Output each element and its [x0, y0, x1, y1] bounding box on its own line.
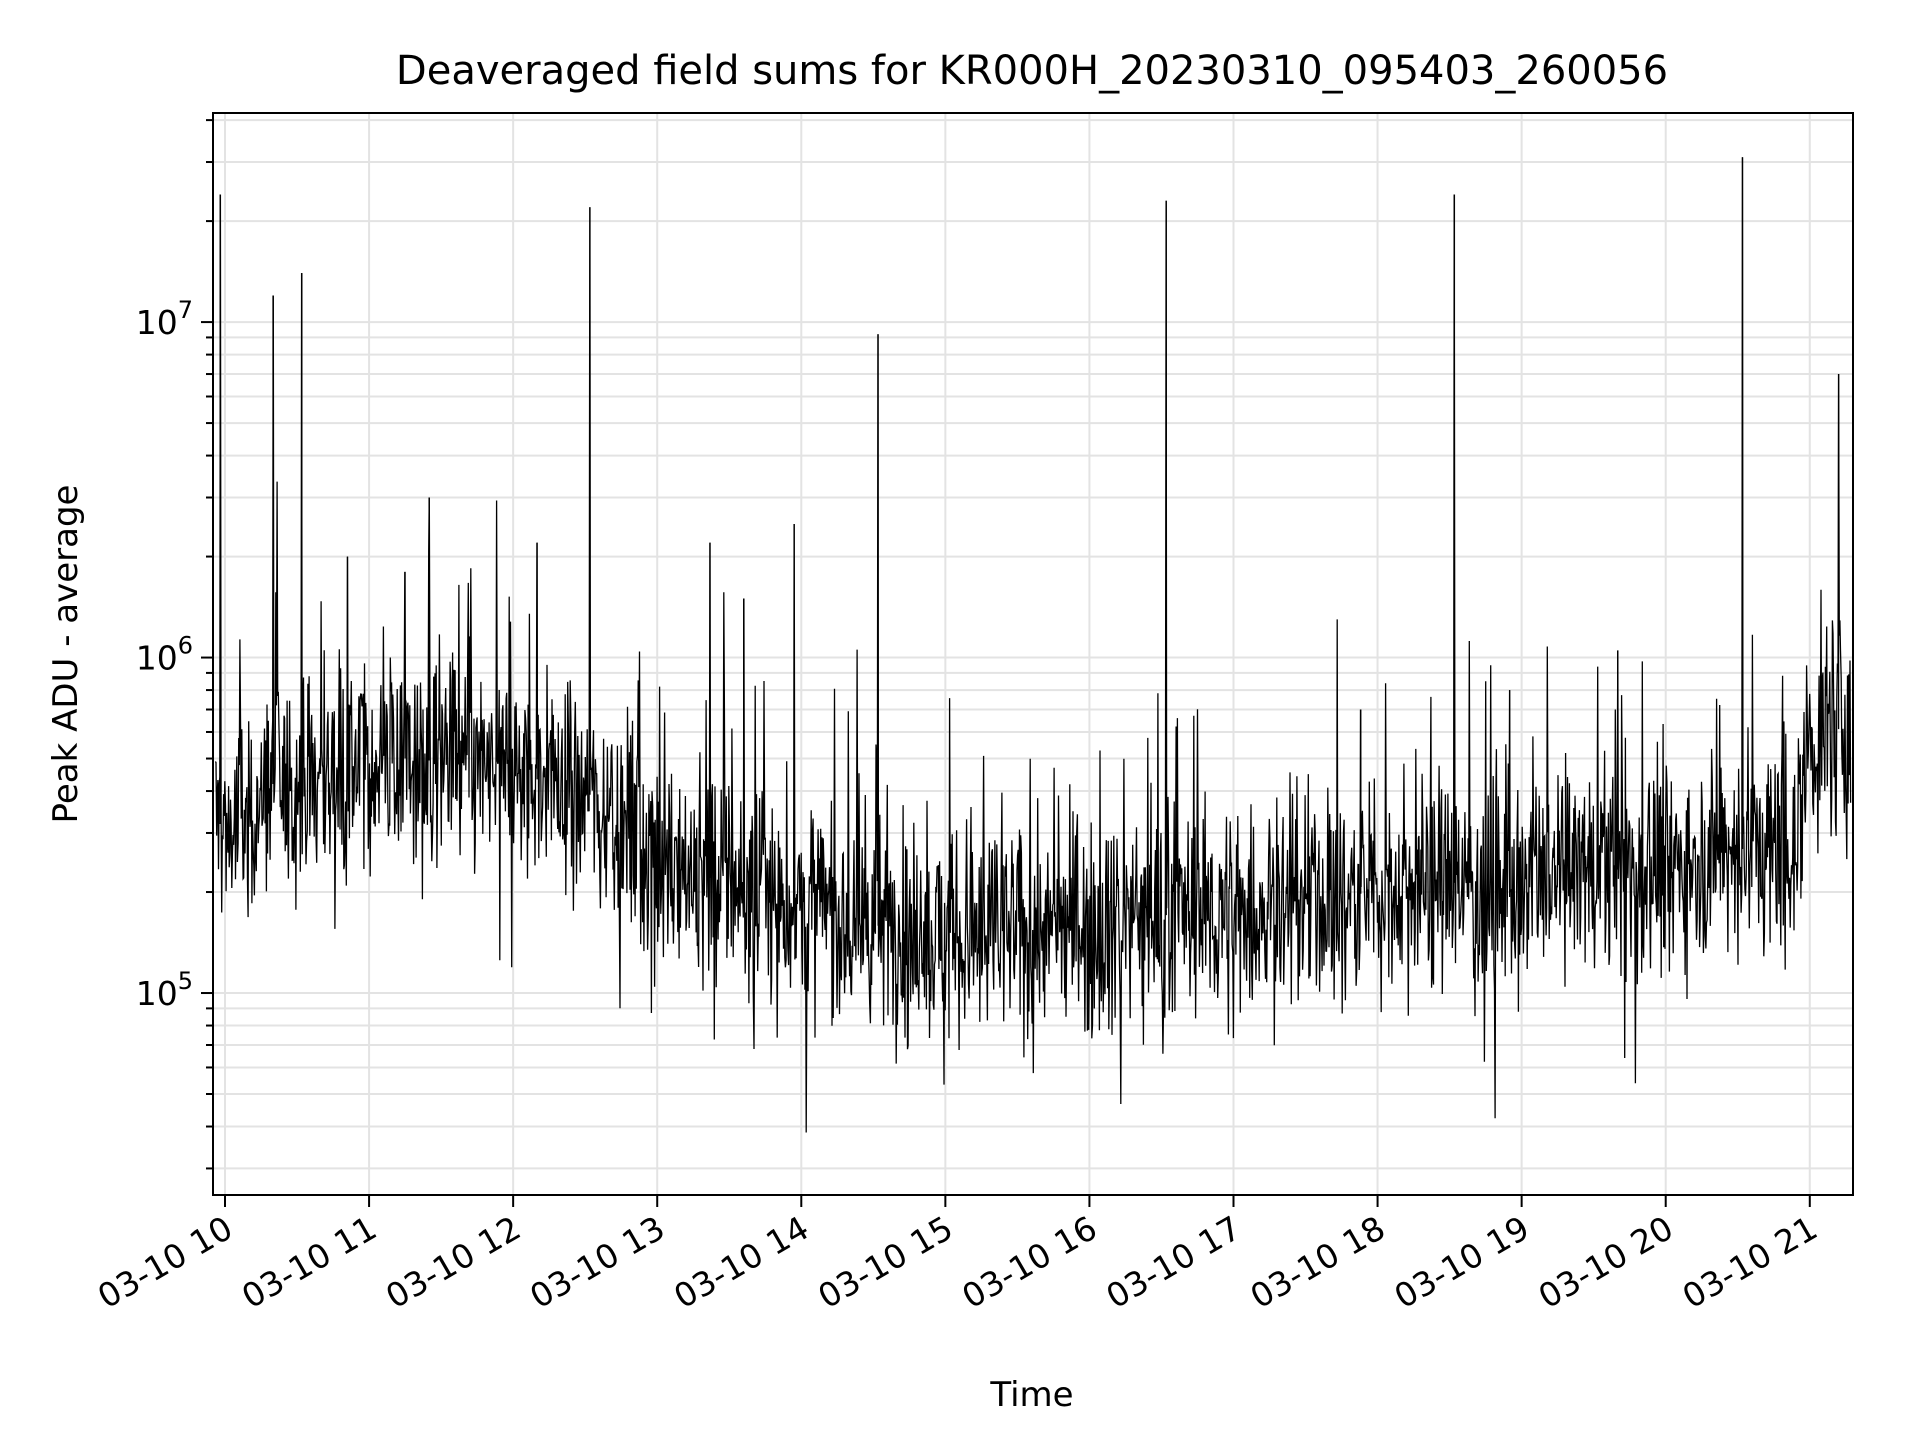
- axes-frame: [212, 112, 1854, 1196]
- y-tick-mantissa: 10: [136, 974, 178, 1013]
- y-tick-mantissa: 10: [136, 303, 178, 342]
- y-tick-exponent: 6: [178, 632, 193, 660]
- series-line: [214, 157, 1852, 1133]
- y-tick-mantissa: 10: [136, 639, 178, 678]
- y-tick-label: 106: [136, 632, 193, 678]
- x-axis-label: Time: [989, 1375, 1073, 1415]
- y-tick-label: 105: [136, 967, 193, 1013]
- y-axis-label: Peak ADU - average: [46, 485, 86, 824]
- y-tick-exponent: 5: [178, 967, 193, 995]
- chart-title: Deaveraged field sums for KR000H_2023031…: [396, 48, 1668, 94]
- plot-area: [214, 157, 1852, 1133]
- y-tick-exponent: 7: [178, 296, 193, 324]
- grid: [213, 113, 1853, 1195]
- y-tick-label: 107: [136, 296, 193, 342]
